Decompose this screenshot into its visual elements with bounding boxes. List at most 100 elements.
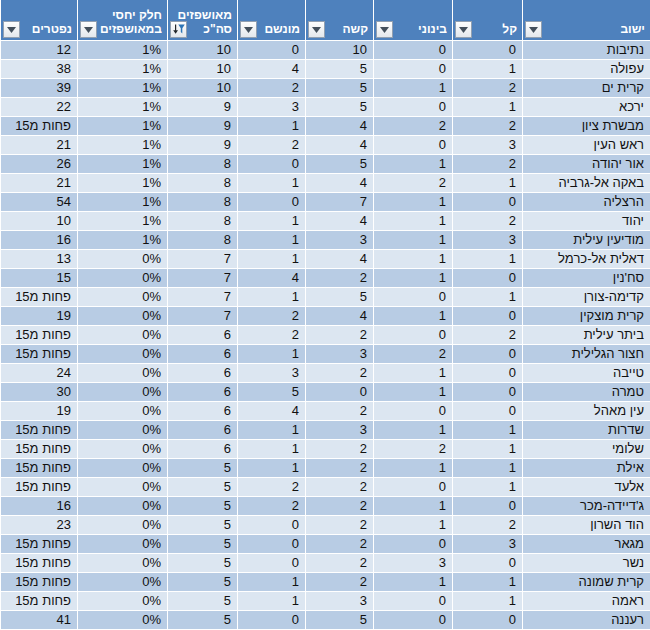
- cell-kal[interactable]: 0: [452, 554, 522, 573]
- cell-niftarim[interactable]: 19: [0, 402, 77, 421]
- cell-kashe[interactable]: 2: [305, 573, 373, 592]
- cell-niftarim[interactable]: פחות מ15: [0, 345, 77, 364]
- cell-beinoni[interactable]: 1: [373, 250, 452, 269]
- cell-munsham[interactable]: 2: [237, 326, 305, 345]
- cell-kashe[interactable]: 5: [305, 79, 373, 98]
- cell-munsham[interactable]: 1: [237, 250, 305, 269]
- cell-share[interactable]: 0%: [77, 288, 167, 307]
- cell-kal[interactable]: 2: [452, 117, 522, 136]
- cell-share[interactable]: 0%: [77, 307, 167, 326]
- cell-total[interactable]: 9: [167, 117, 237, 136]
- cell-beinoni[interactable]: 1: [373, 307, 452, 326]
- cell-niftarim[interactable]: 23: [0, 516, 77, 535]
- cell-munsham[interactable]: 1: [237, 440, 305, 459]
- cell-beinoni[interactable]: 0: [373, 402, 452, 421]
- cell-beinoni[interactable]: 1: [373, 497, 452, 516]
- cell-beinoni[interactable]: 0: [373, 326, 452, 345]
- cell-niftarim[interactable]: 26: [0, 155, 77, 174]
- cell-kal[interactable]: 0: [452, 193, 522, 212]
- cell-niftarim[interactable]: 19: [0, 307, 77, 326]
- cell-yishuv[interactable]: ראש העין: [522, 136, 650, 155]
- cell-yishuv[interactable]: הרצליה: [522, 193, 650, 212]
- cell-share[interactable]: 0%: [77, 573, 167, 592]
- cell-kal[interactable]: 3: [452, 136, 522, 155]
- cell-kashe[interactable]: 10: [305, 41, 373, 60]
- cell-munsham[interactable]: 2: [237, 307, 305, 326]
- cell-kashe[interactable]: 5: [305, 155, 373, 174]
- cell-munsham[interactable]: 0: [237, 554, 305, 573]
- cell-niftarim[interactable]: פחות מ15: [0, 554, 77, 573]
- filter-button-yishuv[interactable]: [525, 21, 542, 38]
- cell-share[interactable]: 0%: [77, 516, 167, 535]
- cell-yishuv[interactable]: באקה אל-גרביה: [522, 174, 650, 193]
- cell-beinoni[interactable]: 0: [373, 592, 452, 611]
- cell-yishuv[interactable]: קרית מוצקין: [522, 307, 650, 326]
- cell-yishuv[interactable]: שלומי: [522, 440, 650, 459]
- cell-kal[interactable]: 0: [452, 383, 522, 402]
- cell-munsham[interactable]: 4: [237, 60, 305, 79]
- cell-total[interactable]: 5: [167, 573, 237, 592]
- cell-niftarim[interactable]: 12: [0, 41, 77, 60]
- cell-beinoni[interactable]: 0: [373, 98, 452, 117]
- cell-total[interactable]: 6: [167, 364, 237, 383]
- cell-kal[interactable]: 1: [452, 592, 522, 611]
- cell-kashe[interactable]: 2: [305, 497, 373, 516]
- cell-total[interactable]: 8: [167, 193, 237, 212]
- cell-munsham[interactable]: 1: [237, 592, 305, 611]
- cell-share[interactable]: 1%: [77, 98, 167, 117]
- cell-total[interactable]: 8: [167, 212, 237, 231]
- cell-yishuv[interactable]: סח'נין: [522, 269, 650, 288]
- cell-share[interactable]: 0%: [77, 269, 167, 288]
- cell-kashe[interactable]: 2: [305, 440, 373, 459]
- cell-niftarim[interactable]: 21: [0, 174, 77, 193]
- cell-kashe[interactable]: 4: [305, 117, 373, 136]
- cell-beinoni[interactable]: 2: [373, 440, 452, 459]
- cell-niftarim[interactable]: פחות מ15: [0, 288, 77, 307]
- cell-niftarim[interactable]: 54: [0, 193, 77, 212]
- cell-share[interactable]: 0%: [77, 326, 167, 345]
- cell-yishuv[interactable]: מגאר: [522, 535, 650, 554]
- cell-kal[interactable]: 2: [452, 155, 522, 174]
- cell-yishuv[interactable]: יהוד: [522, 212, 650, 231]
- cell-niftarim[interactable]: פחות מ15: [0, 478, 77, 497]
- cell-share[interactable]: 0%: [77, 611, 167, 630]
- cell-beinoni[interactable]: 1: [373, 421, 452, 440]
- cell-share[interactable]: 1%: [77, 117, 167, 136]
- cell-kashe[interactable]: 2: [305, 459, 373, 478]
- cell-share[interactable]: 1%: [77, 41, 167, 60]
- cell-kal[interactable]: 0: [452, 611, 522, 630]
- cell-kal[interactable]: 1: [452, 98, 522, 117]
- cell-share[interactable]: 1%: [77, 174, 167, 193]
- cell-niftarim[interactable]: 30: [0, 383, 77, 402]
- cell-munsham[interactable]: 3: [237, 98, 305, 117]
- cell-kal[interactable]: 0: [452, 364, 522, 383]
- cell-kal[interactable]: 0: [452, 41, 522, 60]
- cell-kashe[interactable]: 4: [305, 250, 373, 269]
- cell-kal[interactable]: 2: [452, 79, 522, 98]
- cell-munsham[interactable]: 1: [237, 117, 305, 136]
- cell-beinoni[interactable]: 1: [373, 383, 452, 402]
- cell-niftarim[interactable]: 22: [0, 98, 77, 117]
- cell-yishuv[interactable]: נשר: [522, 554, 650, 573]
- cell-share[interactable]: 0%: [77, 421, 167, 440]
- cell-beinoni[interactable]: 0: [373, 611, 452, 630]
- cell-share[interactable]: 0%: [77, 402, 167, 421]
- cell-beinoni[interactable]: 1: [373, 269, 452, 288]
- cell-total[interactable]: 8: [167, 155, 237, 174]
- cell-beinoni[interactable]: 2: [373, 117, 452, 136]
- cell-total[interactable]: 7: [167, 269, 237, 288]
- cell-munsham[interactable]: 1: [237, 231, 305, 250]
- cell-share[interactable]: 1%: [77, 212, 167, 231]
- cell-share[interactable]: 0%: [77, 459, 167, 478]
- cell-kashe[interactable]: 7: [305, 193, 373, 212]
- cell-munsham[interactable]: 2: [237, 79, 305, 98]
- cell-kashe[interactable]: 4: [305, 174, 373, 193]
- cell-total[interactable]: 6: [167, 402, 237, 421]
- cell-niftarim[interactable]: 15: [0, 269, 77, 288]
- cell-munsham[interactable]: 2: [237, 497, 305, 516]
- cell-munsham[interactable]: 0: [237, 155, 305, 174]
- cell-yishuv[interactable]: טמרה: [522, 383, 650, 402]
- cell-share[interactable]: 0%: [77, 345, 167, 364]
- cell-kal[interactable]: 0: [452, 307, 522, 326]
- cell-yishuv[interactable]: מבשרת ציון: [522, 117, 650, 136]
